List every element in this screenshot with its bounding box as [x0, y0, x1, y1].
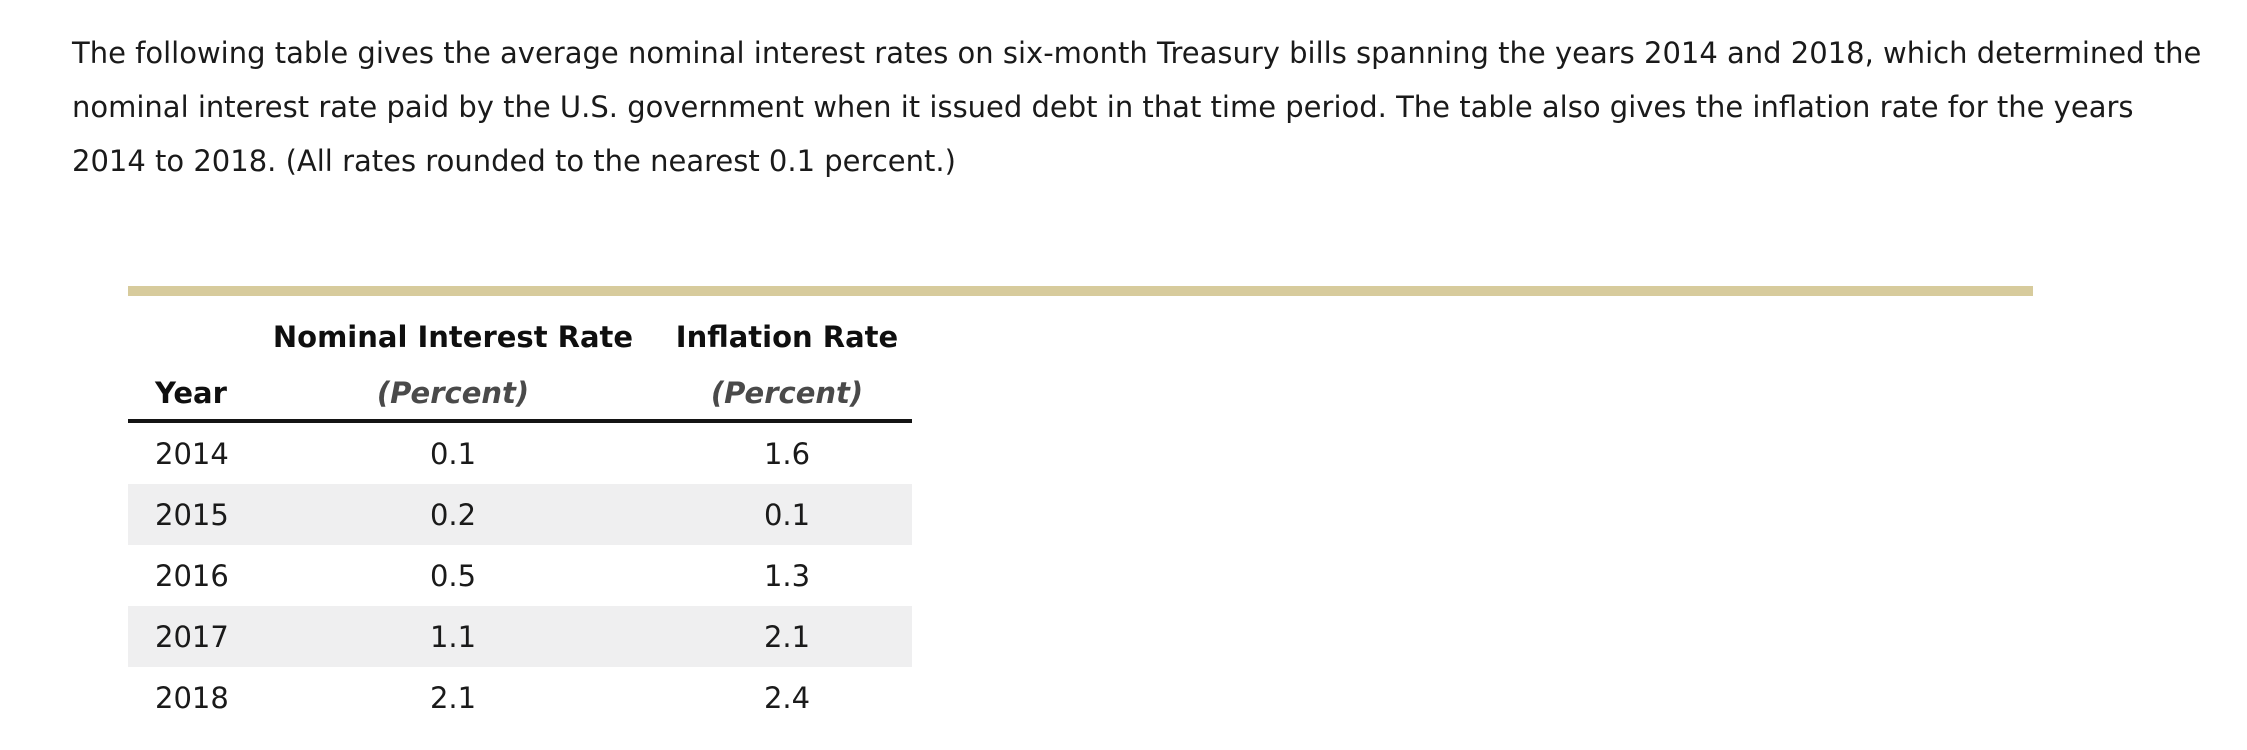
table-row: 2016 0.5 1.3 [128, 545, 912, 606]
table-row: 2015 0.2 0.1 [128, 484, 912, 545]
inflation-rate-cell: 1.6 [763, 436, 811, 471]
table-row: 2014 0.1 1.6 [128, 421, 912, 484]
inflation-rate-cell: 2.1 [763, 619, 811, 654]
nominal-rate-column-header: Nominal Interest Rate [272, 320, 634, 354]
nominal-rate-cell: 0.5 [429, 558, 477, 593]
year-cell: 2015 [155, 497, 229, 532]
nominal-rate-cell: 0.2 [429, 497, 477, 532]
table-header: Nominal Interest Rate Inflation Rate Yea… [128, 300, 912, 423]
year-column-header: Year [128, 356, 244, 423]
nominal-rate-cell: 1.1 [429, 619, 477, 654]
nominal-rate-cell: 2.1 [429, 680, 477, 715]
table-row: 2017 1.1 2.1 [128, 606, 912, 667]
year-cell: 2014 [155, 436, 229, 471]
year-cell: 2016 [155, 558, 229, 593]
question-intro-text: The following table gives the average no… [72, 36, 2202, 178]
nominal-rate-units-header: (Percent) [244, 356, 662, 423]
year-cell: 2018 [155, 680, 229, 715]
table-top-accent-bar [128, 286, 2033, 296]
inflation-rate-column-header: Inflation Rate [675, 320, 899, 354]
table-body: 2014 0.1 1.6 2015 0.2 0.1 2016 0.5 1.3 2… [128, 421, 912, 728]
inflation-rate-cell: 1.3 [763, 558, 811, 593]
table-row: 2018 2.1 2.4 [128, 667, 912, 728]
inflation-rate-cell: 0.1 [763, 497, 811, 532]
inflation-rate-units-header: (Percent) [662, 356, 912, 423]
inflation-rate-cell: 2.4 [763, 680, 811, 715]
nominal-rate-cell: 0.1 [429, 436, 477, 471]
year-cell: 2017 [155, 619, 229, 654]
interest-inflation-table: Nominal Interest Rate Inflation Rate Yea… [128, 300, 912, 728]
year-column-spacer [128, 300, 244, 356]
table-header-main-row: Nominal Interest Rate Inflation Rate [128, 300, 912, 356]
table-header-sub-row: Year (Percent) (Percent) [128, 356, 912, 423]
